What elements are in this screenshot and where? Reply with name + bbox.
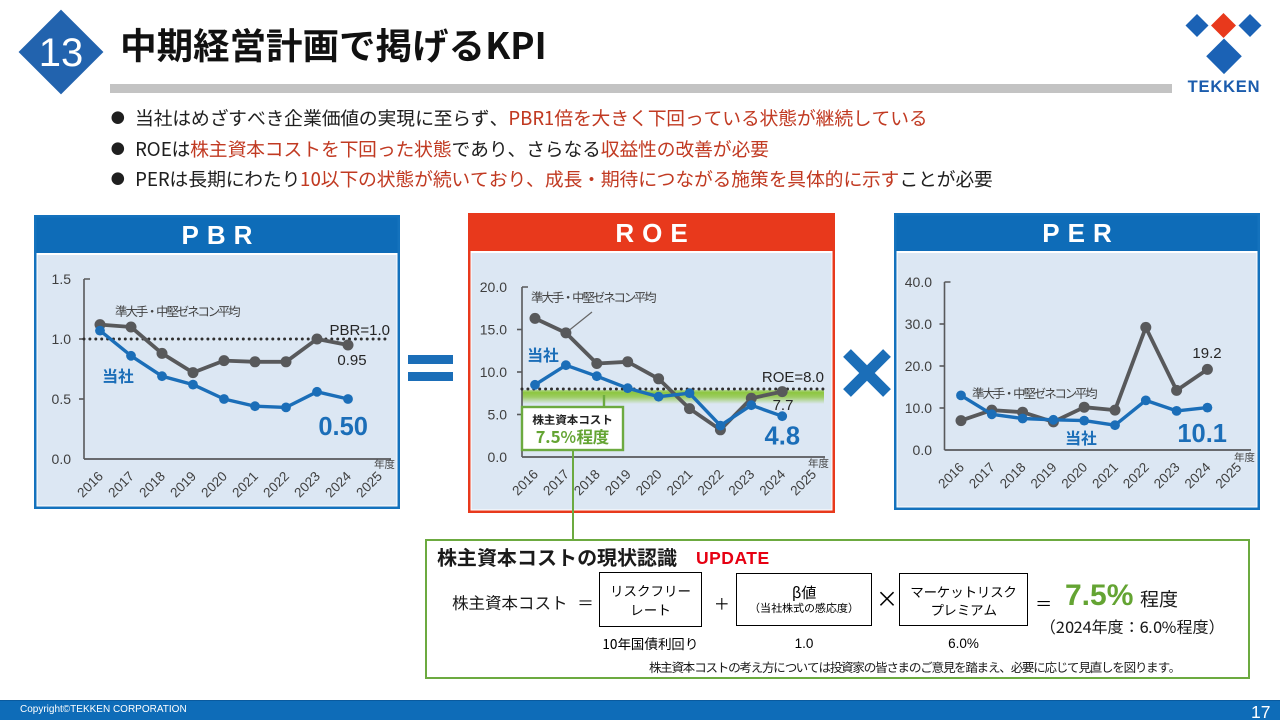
svg-text:TEKKEN: TEKKEN <box>1188 78 1261 96</box>
svg-text:当社: 当社 <box>527 342 559 366</box>
svg-text:30.0: 30.0 <box>905 316 932 332</box>
svg-text:1.0: 1.0 <box>52 331 72 347</box>
svg-text:10.0: 10.0 <box>480 364 507 380</box>
svg-text:当社: 当社 <box>102 363 134 387</box>
svg-text:40.0: 40.0 <box>905 274 932 290</box>
svg-text:年度: 年度 <box>1234 450 1256 465</box>
svg-text:7.7: 7.7 <box>773 397 794 414</box>
svg-text:10.1: 10.1 <box>1177 420 1227 448</box>
svg-text:10.0: 10.0 <box>905 400 932 416</box>
svg-text:準大手・中堅ゼネコン平均: 準大手・中堅ゼネコン平均 <box>115 301 240 320</box>
svg-text:15.0: 15.0 <box>480 322 507 338</box>
svg-text:年度: 年度 <box>374 457 395 472</box>
svg-text:PBR=1.0: PBR=1.0 <box>330 322 390 339</box>
svg-text:PER: PER <box>1042 218 1119 248</box>
svg-text:準大手・中堅ゼネコン平均: 準大手・中堅ゼネコン平均 <box>531 287 656 306</box>
svg-text:株主資本コスト: 株主資本コスト <box>532 412 613 428</box>
svg-text:0.0: 0.0 <box>52 451 72 467</box>
svg-text:0.95: 0.95 <box>337 352 366 369</box>
svg-text:7.5%程度: 7.5%程度 <box>536 424 610 448</box>
svg-text:0.0: 0.0 <box>913 442 933 458</box>
svg-text:20.0: 20.0 <box>905 358 932 374</box>
svg-text:5.0: 5.0 <box>488 407 508 423</box>
svg-text:ROE: ROE <box>615 218 695 248</box>
svg-text:年度: 年度 <box>808 456 829 471</box>
svg-text:0.50: 0.50 <box>318 413 368 441</box>
svg-text:PBR: PBR <box>182 220 261 250</box>
svg-text:1.5: 1.5 <box>52 271 72 287</box>
svg-text:当社: 当社 <box>1065 425 1097 449</box>
svg-text:19.2: 19.2 <box>1192 345 1221 362</box>
svg-text:ROE=8.0: ROE=8.0 <box>762 369 824 386</box>
svg-text:準大手・中堅ゼネコン平均: 準大手・中堅ゼネコン平均 <box>972 383 1097 402</box>
svg-text:20.0: 20.0 <box>480 279 507 295</box>
svg-text:0.5: 0.5 <box>52 391 72 407</box>
svg-text:0.0: 0.0 <box>488 449 508 465</box>
svg-text:4.8: 4.8 <box>765 423 800 451</box>
